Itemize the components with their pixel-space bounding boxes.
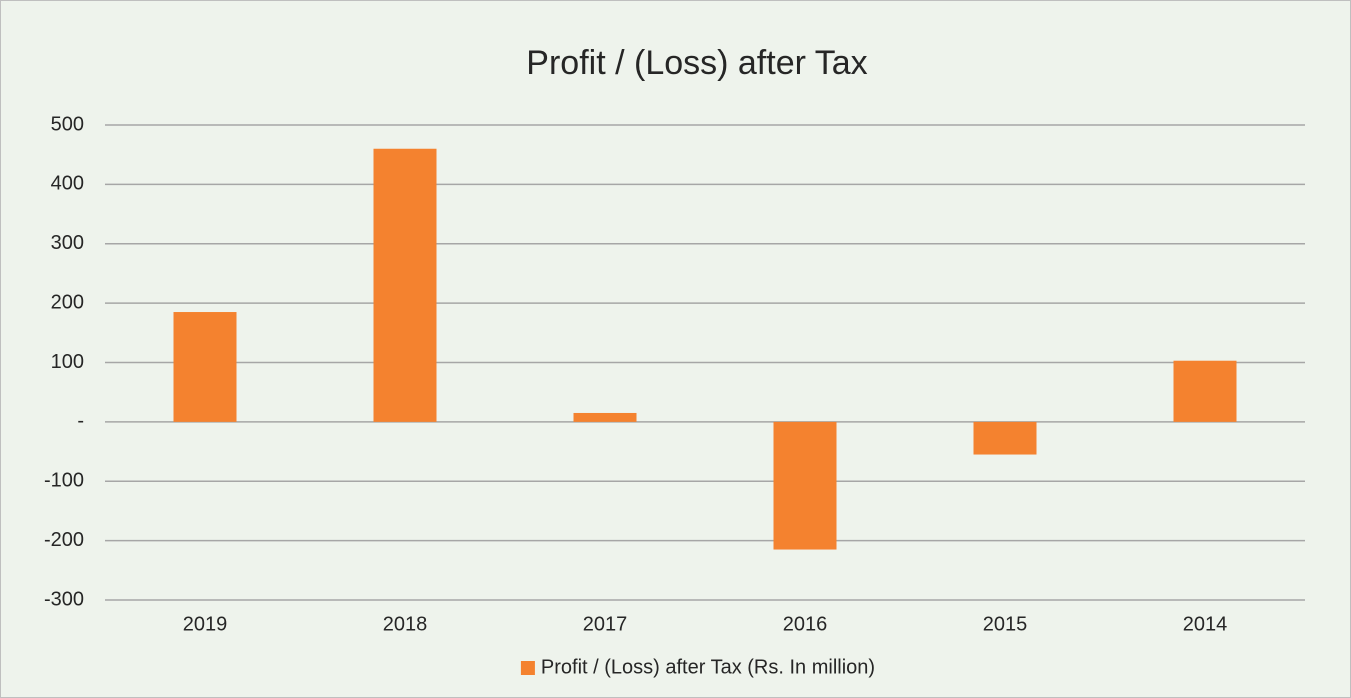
y-tick-label: 300 <box>51 232 84 254</box>
x-tick-label: 2019 <box>183 613 228 635</box>
x-tick-label: 2014 <box>1183 613 1228 635</box>
bar <box>1173 360 1237 422</box>
x-tick-label: 2017 <box>583 613 628 635</box>
bar <box>573 412 637 422</box>
bar <box>373 148 437 422</box>
bar <box>773 421 837 550</box>
x-tick-label: 2016 <box>783 613 828 635</box>
y-tick-label: -100 <box>44 470 84 492</box>
x-tick-label: 2015 <box>983 613 1028 635</box>
legend-label: Profit / (Loss) after Tax (Rs. In millio… <box>541 656 875 678</box>
y-tick-label: 500 <box>51 113 84 135</box>
bar <box>173 312 237 422</box>
bar <box>973 421 1037 455</box>
y-tick-label: 100 <box>51 351 84 373</box>
chart-title: Profit / (Loss) after Tax <box>526 44 867 82</box>
y-tick-label: 200 <box>51 291 84 313</box>
x-tick-label: 2018 <box>383 613 428 635</box>
y-tick-label: -300 <box>44 588 84 610</box>
y-tick-label: - <box>77 410 84 432</box>
y-tick-label: -200 <box>44 529 84 551</box>
y-tick-label: 400 <box>51 173 84 195</box>
legend-swatch <box>520 661 535 675</box>
